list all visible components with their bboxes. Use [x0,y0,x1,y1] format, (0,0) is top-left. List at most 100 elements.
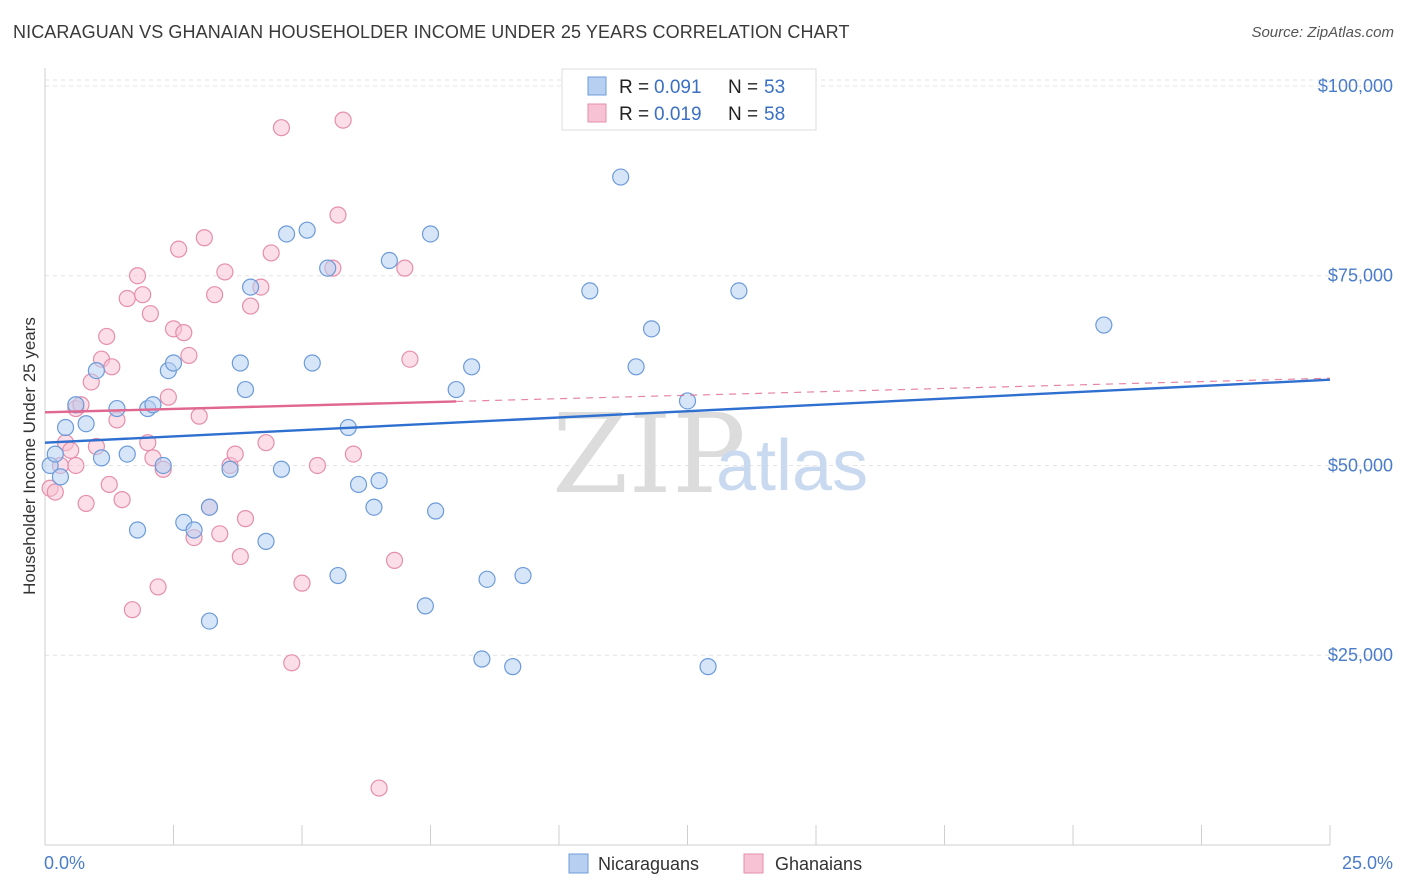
nicaraguans-point [77,415,95,433]
nicaraguans-point [427,502,445,520]
ghanaians-point [216,263,234,281]
ghanaians-point [262,244,280,262]
ghanaians-point [236,510,255,528]
ghanaians-point [128,267,147,285]
nicaraguans-point [221,460,239,478]
watermark: ZIP atlas [552,390,868,518]
ghanaians-point [206,286,224,304]
nicaraguans-point [200,498,219,516]
y-tick-label: $75,000 [1328,266,1393,286]
ghanaians-points [41,111,419,797]
nicaraguans-point [581,282,599,300]
nicaraguans-point [473,650,491,668]
y-tick-label: $25,000 [1328,645,1393,665]
nicaraguans-point [612,168,630,186]
bottom-legend-label-nicaraguans: Nicaraguans [598,854,699,874]
ghanaians-point [141,305,159,323]
ghanaians-point [113,491,131,509]
ghanaians-point [159,388,177,406]
watermark-zip: ZIP [552,390,746,518]
nicaraguans-point [421,225,440,243]
ghanaians-point [46,483,64,501]
ghanaians-point [103,358,121,376]
nicaraguans-point [447,380,465,399]
nicaraguans-point [416,597,434,615]
ghanaians-point [385,551,404,569]
source-credit: Source: ZipAtlas.com [1251,24,1394,41]
y-tick-label: $50,000 [1328,455,1393,475]
nicaraguans-point [478,570,496,588]
ghanaians-point [190,407,208,425]
nicaraguans-point [128,521,147,539]
ghanaians-trend-extension [456,377,1331,403]
legend-r-value-2: 0.019 [654,104,702,125]
ghanaians-point [401,350,419,368]
legend-n-label-1: N = [728,77,758,98]
y-tick-labels: $25,000 $50,000 $75,000 $100,000 [1318,76,1393,665]
nicaraguans-point [329,566,347,585]
legend-n-label-2: N = [728,104,758,125]
legend-r-label-1: R = [619,77,649,98]
nicaraguans-trend-line [44,378,1331,444]
nicaraguans-point [642,320,661,338]
nicaraguans-point [92,449,111,467]
ghanaians-point [257,434,275,452]
ghanaians-point [272,119,291,137]
ghanaians-point [211,525,229,543]
ghanaians-point [67,456,85,475]
ghanaians-point [180,346,198,365]
watermark-atlas: atlas [716,426,868,506]
nicaraguans-point [463,358,481,376]
nicaraguans-point [46,445,64,463]
ghanaians-point [62,441,80,459]
nicaraguans-point [272,460,291,478]
ghanaians-point [134,286,152,304]
legend-swatch-nicaraguans [587,76,607,96]
y-axis-label: Householder Income Under 25 years [20,317,39,595]
ghanaians-point [123,601,141,619]
ghanaians-point [100,475,118,494]
nicaraguans-point [303,354,321,372]
nicaraguans-point [514,566,532,585]
nicaraguans-point [242,278,260,296]
ghanaians-point [396,259,414,277]
nicaraguans-point [627,358,645,376]
trend-lines [44,377,1331,444]
ghanaians-point [226,445,244,463]
x-tick-label-min: 0.0% [44,853,85,873]
nicaraguans-point [200,612,219,630]
bottom-legend-swatch-ghanaians [743,853,764,874]
x-tick-marks [44,825,1331,845]
chart-title: NICARAGUAN VS GHANAIAN HOUSEHOLDER INCOM… [13,22,850,42]
ghanaians-point [175,324,193,342]
ghanaians-point [170,240,188,258]
legend-r-value-1: 0.091 [654,77,702,98]
nicaraguans-point [67,396,85,414]
bottom-legend: Nicaraguans Ghanaians [568,853,862,874]
y-tick-label: $100,000 [1318,76,1393,96]
nicaraguans-point [236,380,255,399]
nicaraguans-point [56,418,75,437]
nicaraguans-point [154,456,172,475]
x-tick-label-max: 25.0% [1342,853,1393,873]
ghanaians-point [149,578,167,596]
ghanaians-point [293,574,311,592]
nicaraguans-point [164,354,183,372]
legend-swatch-ghanaians [587,103,607,123]
nicaraguans-points [41,168,1113,676]
bottom-legend-swatch-nicaraguans [568,853,589,874]
nicaraguans-point [298,221,316,239]
legend-n-value-2: 58 [764,104,785,125]
legend-n-value-1: 53 [764,77,785,98]
nicaraguans-point [504,658,522,676]
nicaraguans-point [51,468,70,486]
nicaraguans-point [678,392,697,410]
bottom-legend-label-ghanaians: Ghanaians [775,854,862,874]
nicaraguans-point [87,361,106,380]
ghanaians-point [118,289,136,308]
nicaraguans-point [349,475,368,494]
nicaraguans-point [319,259,337,277]
nicaraguans-point [1095,316,1113,334]
ghanaians-point [329,206,347,224]
